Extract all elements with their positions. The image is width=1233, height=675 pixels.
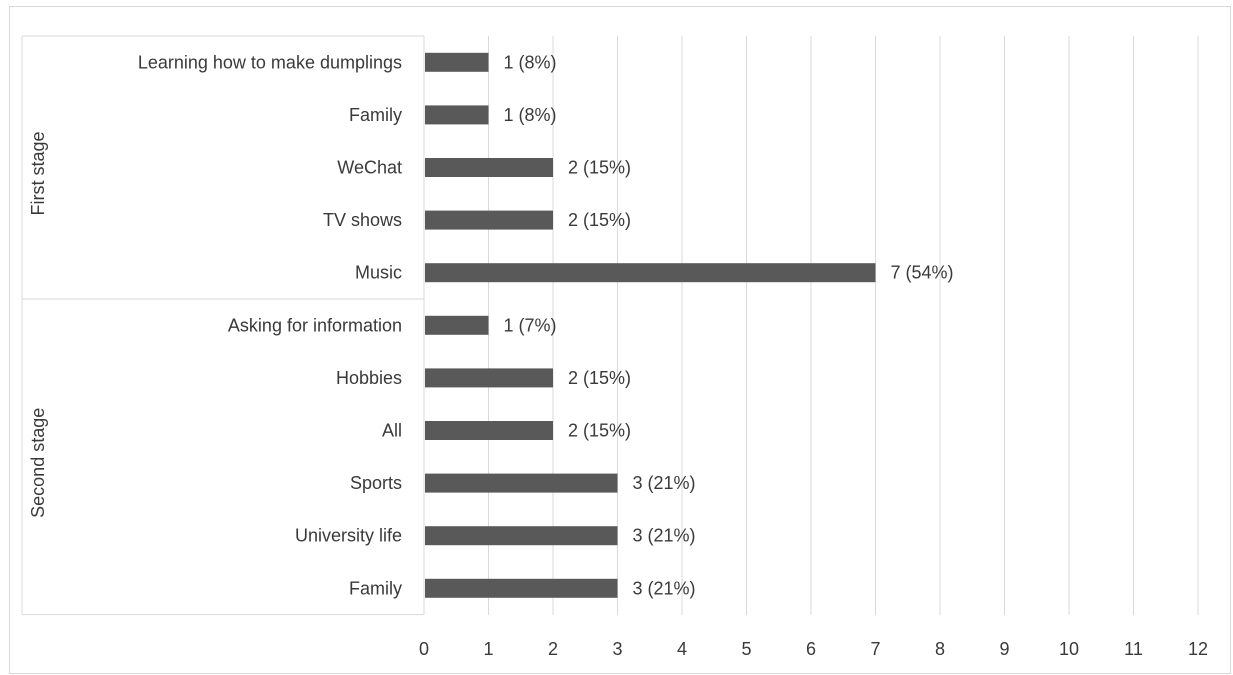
category-frame	[21, 35, 425, 616]
bar	[425, 52, 489, 72]
x-tick-label: 2	[548, 639, 558, 659]
bar	[425, 368, 553, 388]
bar	[425, 578, 618, 598]
x-tick-label: 0	[419, 639, 429, 659]
data-label: 3 (21%)	[633, 526, 696, 546]
gridlines	[488, 36, 1199, 615]
data-label: 1 (7%)	[504, 315, 557, 335]
category-label: Asking for information	[228, 315, 402, 335]
bars	[425, 52, 876, 598]
group-label: Second stage	[28, 408, 48, 518]
x-tick-label: 6	[806, 639, 816, 659]
bar	[425, 263, 876, 283]
chart-border	[9, 6, 1231, 674]
x-tick-label: 12	[1188, 639, 1208, 659]
x-tick-label: 3	[612, 639, 622, 659]
bar	[425, 105, 489, 125]
x-tick-label: 5	[741, 639, 751, 659]
data-label: 2 (15%)	[568, 368, 631, 388]
data-label: 1 (8%)	[504, 105, 557, 125]
bar	[425, 526, 618, 546]
category-label: Family	[349, 105, 402, 125]
category-label: TV shows	[323, 210, 402, 230]
bar	[425, 210, 553, 230]
category-label: All	[382, 421, 402, 441]
x-tick-label: 11	[1124, 639, 1143, 659]
category-label: Sports	[350, 473, 402, 493]
bar	[425, 473, 618, 493]
bar	[425, 421, 553, 440]
data-label: 3 (21%)	[633, 473, 696, 493]
bar	[425, 315, 489, 335]
x-tick-label: 8	[935, 639, 945, 659]
data-label: 3 (21%)	[633, 578, 696, 598]
data-label: 2 (15%)	[568, 158, 631, 178]
category-label: WeChat	[337, 158, 402, 178]
category-label: Hobbies	[336, 368, 402, 388]
data-label: 2 (15%)	[568, 421, 631, 441]
x-tick-label: 9	[999, 639, 1009, 659]
category-label: Music	[355, 263, 402, 283]
data-label: 7 (54%)	[891, 263, 954, 283]
group-label: First stage	[28, 131, 48, 215]
x-tick-label: 10	[1059, 639, 1079, 659]
data-label: 2 (15%)	[568, 210, 631, 230]
category-label: Family	[349, 578, 402, 598]
data-label: 1 (8%)	[504, 52, 557, 72]
category-label: University life	[295, 526, 402, 546]
x-tick-label: 1	[483, 639, 493, 659]
x-tick-label: 4	[677, 639, 687, 659]
x-tick-label: 7	[870, 639, 880, 659]
bar	[425, 158, 553, 177]
category-label: Learning how to make dumplings	[138, 52, 402, 72]
